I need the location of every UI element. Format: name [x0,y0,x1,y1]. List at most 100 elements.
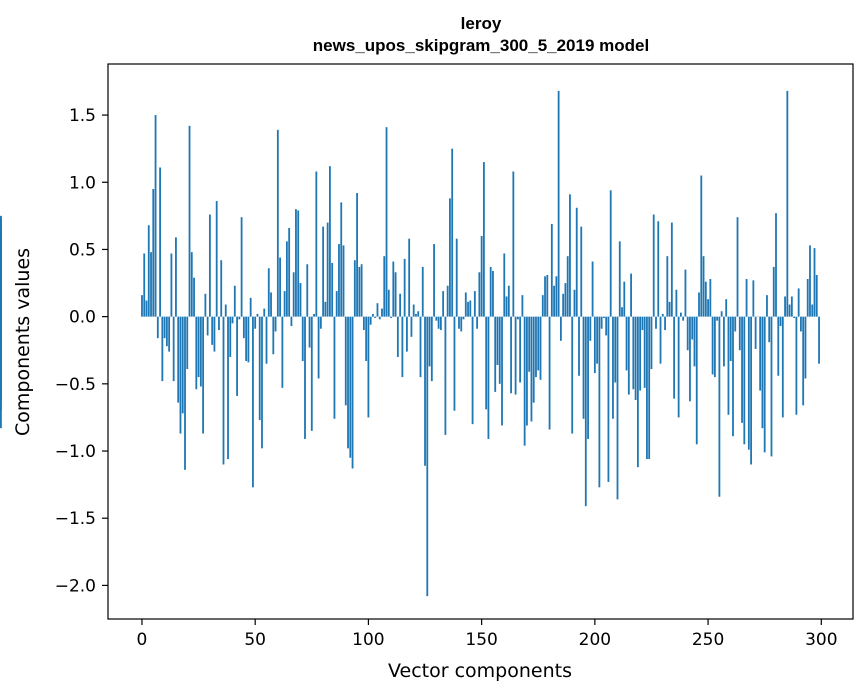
bar-263 [736,217,739,317]
bar-295 [809,245,811,317]
bar-15 [175,237,177,317]
x-axis: 0 50 100 150 200 250 300 [137,619,838,650]
bar-235 [673,316,676,399]
bar-60 [276,129,279,317]
bar-51 [256,313,259,317]
bar-197 [587,316,589,439]
bar-99 [365,316,368,361]
bar-41 [233,285,236,317]
bar-230 [661,313,664,317]
bar-155 [492,270,494,317]
bar-117 [406,316,408,352]
bar-11 [165,316,168,347]
bar-75 [310,316,313,431]
bar-129 [433,244,435,317]
bar-132 [439,316,442,331]
bar-101 [369,316,372,325]
bar-46 [245,316,248,361]
bar-37 [224,304,227,317]
bar-213 [623,281,626,317]
bar-170 [526,316,528,426]
bar-103 [374,316,377,318]
bar-234 [670,222,673,317]
bar-175 [537,316,540,371]
bar-106 [381,308,383,317]
bar-158 [498,316,501,384]
bar-288 [793,316,796,318]
bar-196 [584,316,587,507]
bar-239 [682,316,685,321]
bar-294 [806,279,809,317]
bar-25 [197,316,200,378]
bar-9 [161,316,164,382]
bar-49 [252,316,254,488]
bar-0 [141,295,143,317]
bar-190 [571,316,574,434]
bar-282 [779,316,782,327]
bar-48 [249,297,252,317]
bar-269 [750,316,752,465]
x-tick-label: 300 [805,630,837,650]
bar-140 [458,316,460,329]
bar-104 [376,303,379,317]
bar-179 [546,274,549,317]
bar-287 [790,296,793,317]
bar-111 [392,261,395,317]
bar-212 [621,307,623,317]
bar-135 [446,285,449,317]
bar-227 [655,316,657,329]
bar-280 [775,213,777,317]
y-axis-label: Components values [12,248,34,436]
bar-123 [419,316,422,378]
bar-71 [301,316,304,361]
bar-167 [519,316,522,383]
bar-150 [480,236,483,317]
bar-20 [186,316,189,370]
bar-96 [358,266,361,317]
plot-frame [107,63,854,620]
bar-245 [695,316,698,445]
bar-220 [639,316,642,391]
bar-254 [716,316,719,321]
bar-44 [240,217,243,317]
bar-208 [612,316,614,419]
bar-12 [168,316,171,352]
bar-113 [396,316,399,357]
bar-36 [222,316,225,465]
bar-108 [385,127,388,317]
bar-47 [247,316,250,363]
chart-subtitle: news_upos_skipgram_300_5_2019 model [313,36,649,55]
bar-137 [451,148,454,317]
bar-246 [698,292,700,317]
bar-225 [650,316,653,370]
bar-275 [763,316,766,453]
y-tick-label: 1.0 [69,173,96,193]
bar-177 [541,295,544,317]
bar-244 [693,316,696,367]
bar-262 [734,316,737,332]
bar-292 [802,316,805,406]
bar-273 [759,316,762,391]
bar-56 [267,268,270,317]
bar-186 [562,293,565,317]
bar-209 [614,316,617,383]
bar-84 [331,262,334,317]
bar-238 [680,312,682,317]
bar-100 [367,316,370,418]
bar-219 [636,316,639,468]
bar-86 [335,291,338,317]
y-axis: −2.0 −1.5 −1.0 −0.5 0.0 0.5 1.0 1.5 [55,106,108,596]
bar-191 [573,289,576,317]
bar-13 [170,253,173,317]
bar-27 [202,316,205,434]
bar-193 [578,316,580,376]
bar-189 [569,194,571,317]
bar-58 [272,316,275,355]
bar-200 [593,316,596,374]
bar-34 [218,316,220,331]
bar-202 [598,316,601,488]
bar-16 [177,316,180,403]
bar-232 [666,256,669,317]
bar-221 [641,316,644,331]
